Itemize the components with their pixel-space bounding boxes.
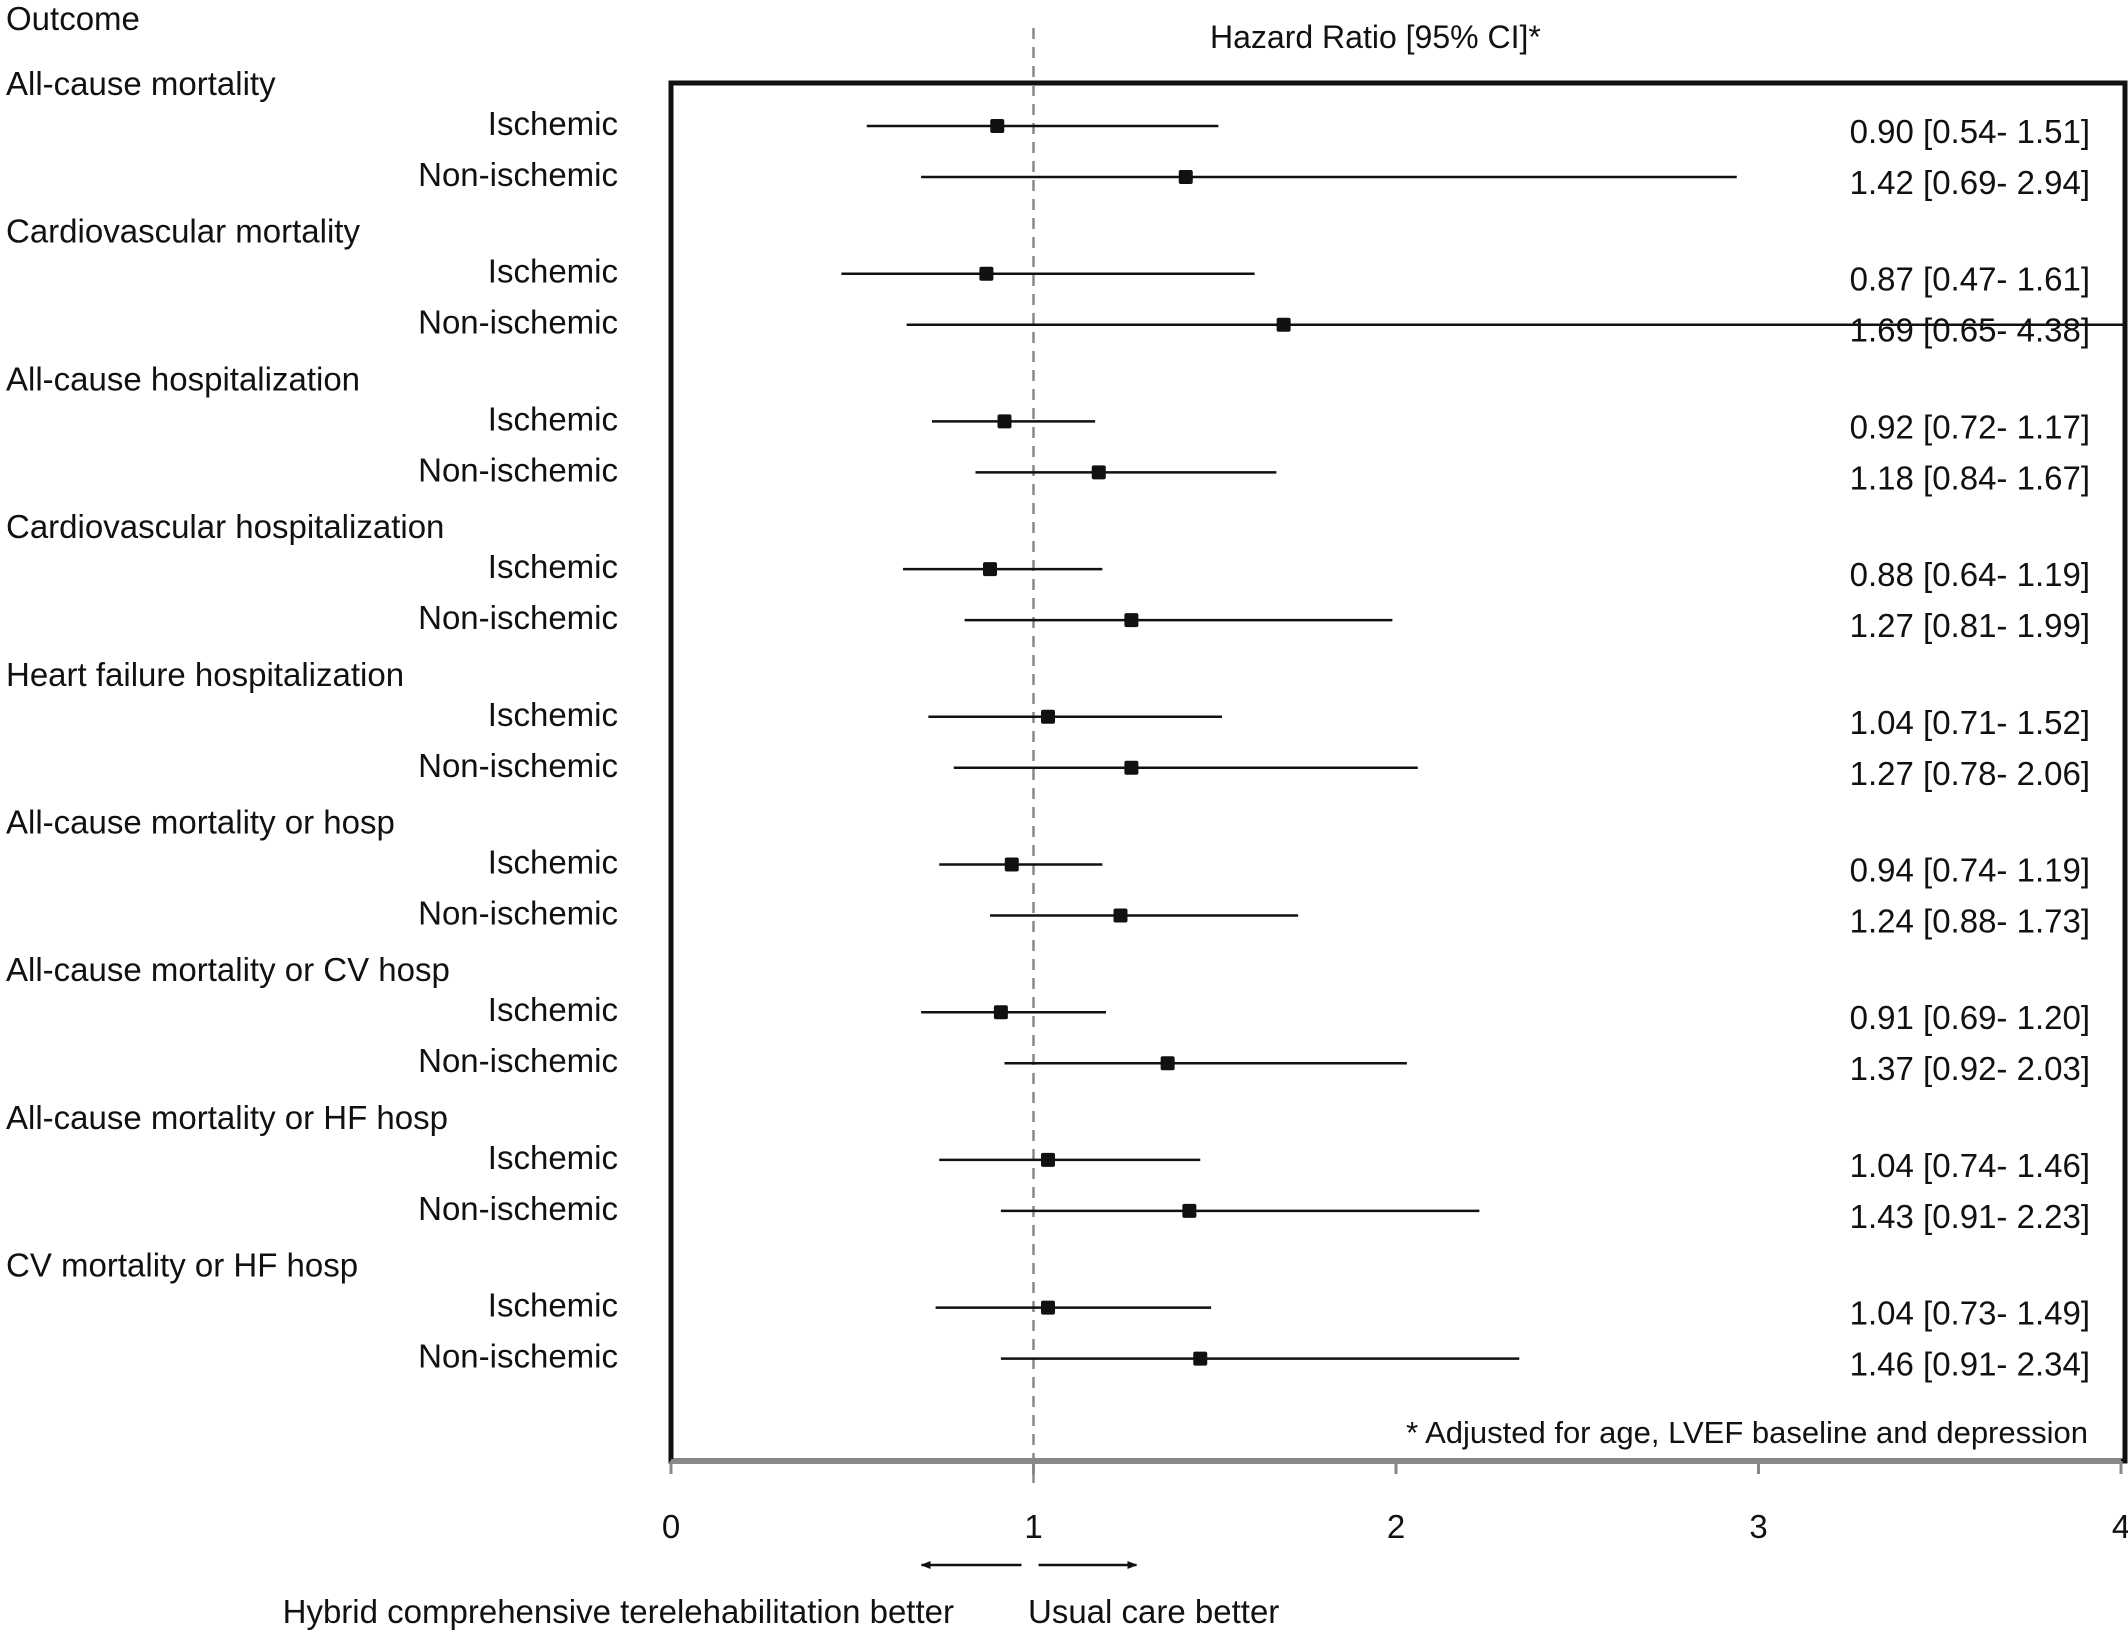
subgroup-label: Non-ischemic xyxy=(418,1338,618,1375)
hr-ci-value: 1.04 [0.74- 1.46] xyxy=(1850,1147,2090,1184)
point-estimate xyxy=(979,266,994,281)
hr-ci-value: 1.04 [0.71- 1.52] xyxy=(1850,704,2090,741)
outcome-group-label: All-cause mortality or hosp xyxy=(6,804,395,841)
hr-ci-value: 1.42 [0.69- 2.94] xyxy=(1850,164,2090,201)
x-tick-label: 4 xyxy=(2112,1508,2128,1545)
left-direction-label: Hybrid comprehensive terelehabilitation … xyxy=(283,1593,954,1630)
hr-ci-value: 1.46 [0.91- 2.34] xyxy=(1850,1346,2090,1383)
outcome-header: Outcome xyxy=(6,0,140,37)
hazard-ratio-header: Hazard Ratio [95% CI]* xyxy=(1210,19,1541,55)
rows-layer: All-cause mortality Ischemic 0.90 [0.54- 1… xyxy=(6,65,2123,1383)
point-estimate xyxy=(1041,1300,1055,1315)
hr-ci-value: 1.24 [0.88- 1.73] xyxy=(1850,903,2090,940)
point-estimate xyxy=(993,1005,1008,1020)
hr-ci-value: 0.91 [0.69- 1.20] xyxy=(1850,999,2090,1036)
point-estimate xyxy=(1041,709,1055,724)
hr-ci-value: 0.90 [0.54- 1.51] xyxy=(1850,113,2090,150)
x-tick-label: 0 xyxy=(662,1508,680,1545)
outcome-group-label: Heart failure hospitalization xyxy=(6,656,404,693)
outcome-group-label: All-cause mortality or HF hosp xyxy=(6,1099,448,1136)
subgroup-label: Ischemic xyxy=(488,991,618,1028)
x-axis-ticks: 0 1 2 3 4 xyxy=(662,1461,2128,1545)
hr-ci-value: 1.27 [0.78- 2.06] xyxy=(1850,755,2090,792)
subgroup-label: Ischemic xyxy=(488,1139,618,1176)
point-estimate xyxy=(990,119,1005,133)
point-estimate xyxy=(1160,1056,1175,1071)
hr-ci-value: 1.43 [0.91- 2.23] xyxy=(1850,1198,2090,1235)
hr-ci-value: 1.69 [0.65- 4.38] xyxy=(1850,312,2090,349)
point-estimate xyxy=(1193,1351,1208,1366)
hr-ci-value: 0.94 [0.74- 1.19] xyxy=(1850,852,2090,889)
subgroup-label: Non-ischemic xyxy=(418,451,618,488)
outcome-group-label: All-cause hospitalization xyxy=(6,360,360,397)
x-tick-label: 1 xyxy=(1024,1508,1042,1545)
point-estimate xyxy=(1041,1152,1055,1167)
subgroup-label: Ischemic xyxy=(488,548,618,585)
point-estimate xyxy=(1124,760,1139,775)
x-tick-label: 3 xyxy=(1749,1508,1767,1545)
subgroup-label: Non-ischemic xyxy=(418,1042,618,1079)
subgroup-label: Ischemic xyxy=(488,844,618,881)
hr-ci-value: 1.27 [0.81- 1.99] xyxy=(1850,607,2090,644)
hr-ci-value: 1.04 [0.73- 1.49] xyxy=(1850,1295,2090,1332)
point-estimate xyxy=(983,562,997,577)
outcome-group-label: All-cause mortality or CV hosp xyxy=(6,951,450,988)
x-tick-label: 2 xyxy=(1387,1508,1405,1545)
outcome-group-label: Cardiovascular mortality xyxy=(6,213,360,250)
right-direction-label: Usual care better xyxy=(1028,1593,1279,1630)
point-estimate xyxy=(1004,857,1019,872)
outcome-group-label: Cardiovascular hospitalization xyxy=(6,508,444,545)
subgroup-label: Non-ischemic xyxy=(418,1190,618,1227)
outcome-group-label: CV mortality or HF hosp xyxy=(6,1247,358,1284)
hr-ci-value: 0.92 [0.72- 1.17] xyxy=(1850,408,2090,445)
hr-ci-value: 0.87 [0.47- 1.61] xyxy=(1850,261,2090,298)
hr-ci-value: 0.88 [0.64- 1.19] xyxy=(1850,556,2090,593)
outcome-group-label: All-cause mortality xyxy=(6,65,276,102)
subgroup-label: Non-ischemic xyxy=(418,895,618,932)
subgroup-label: Non-ischemic xyxy=(418,156,618,193)
subgroup-label: Ischemic xyxy=(488,1287,618,1324)
subgroup-label: Ischemic xyxy=(488,105,618,142)
point-estimate xyxy=(1091,465,1106,480)
subgroup-label: Ischemic xyxy=(488,253,618,290)
point-estimate xyxy=(997,414,1012,429)
hr-ci-value: 1.18 [0.84- 1.67] xyxy=(1850,459,2090,496)
subgroup-label: Ischemic xyxy=(488,400,618,437)
subgroup-label: Non-ischemic xyxy=(418,747,618,784)
footnote: * Adjusted for age, LVEF baseline and de… xyxy=(1406,1415,2088,1450)
point-estimate xyxy=(1113,908,1128,923)
point-estimate xyxy=(1178,170,1193,184)
subgroup-label: Non-ischemic xyxy=(418,304,618,341)
point-estimate xyxy=(1276,317,1291,332)
hr-ci-value: 1.37 [0.92- 2.03] xyxy=(1850,1050,2090,1087)
subgroup-label: Non-ischemic xyxy=(418,599,618,636)
subgroup-label: Ischemic xyxy=(488,696,618,733)
point-estimate xyxy=(1124,613,1139,628)
point-estimate xyxy=(1182,1203,1197,1218)
